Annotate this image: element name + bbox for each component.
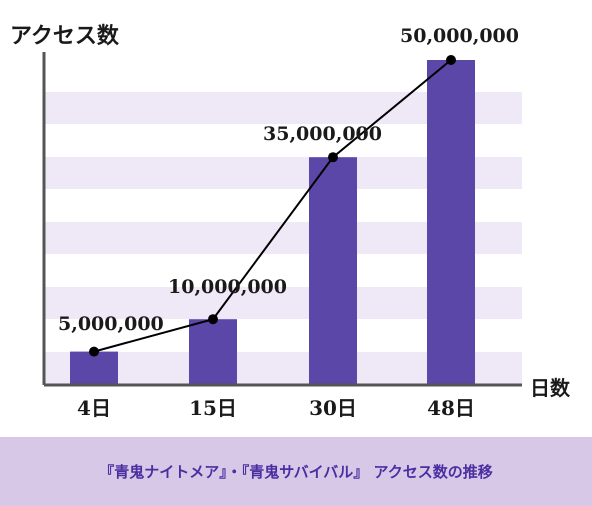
chart: 5,000,00010,000,00035,000,00050,000,000 …	[10, 23, 571, 420]
bar	[70, 351, 118, 384]
x-tick-label: 48日	[427, 396, 475, 420]
x-axis-label: 日数	[530, 376, 571, 400]
bars	[70, 60, 475, 384]
trend-points	[89, 55, 456, 357]
trend-line	[93, 59, 452, 353]
y-axis-label: アクセス数	[10, 23, 120, 49]
value-label: 50,000,000	[400, 25, 519, 47]
trend-point	[328, 152, 338, 163]
x-tick-labels: 4日 15日 30日 48日	[77, 396, 475, 420]
x-tick-label: 30日	[309, 396, 357, 420]
bar	[427, 60, 475, 384]
value-label: 35,000,000	[263, 123, 382, 145]
caption-bar: 『青鬼ナイトメア』・『青鬼サバイバル』 アクセス数の推移	[0, 437, 592, 506]
value-label: 5,000,000	[58, 313, 164, 335]
bar	[309, 157, 357, 384]
value-label: 10,000,000	[168, 276, 287, 298]
x-tick-label: 15日	[189, 396, 237, 420]
trend-point	[446, 55, 456, 65]
trend-point	[89, 346, 99, 357]
x-tick-label: 4日	[77, 396, 111, 420]
chart-caption: 『青鬼ナイトメア』・『青鬼サバイバル』 アクセス数の推移	[99, 463, 493, 481]
bar	[189, 319, 237, 384]
trend-point	[208, 314, 218, 325]
